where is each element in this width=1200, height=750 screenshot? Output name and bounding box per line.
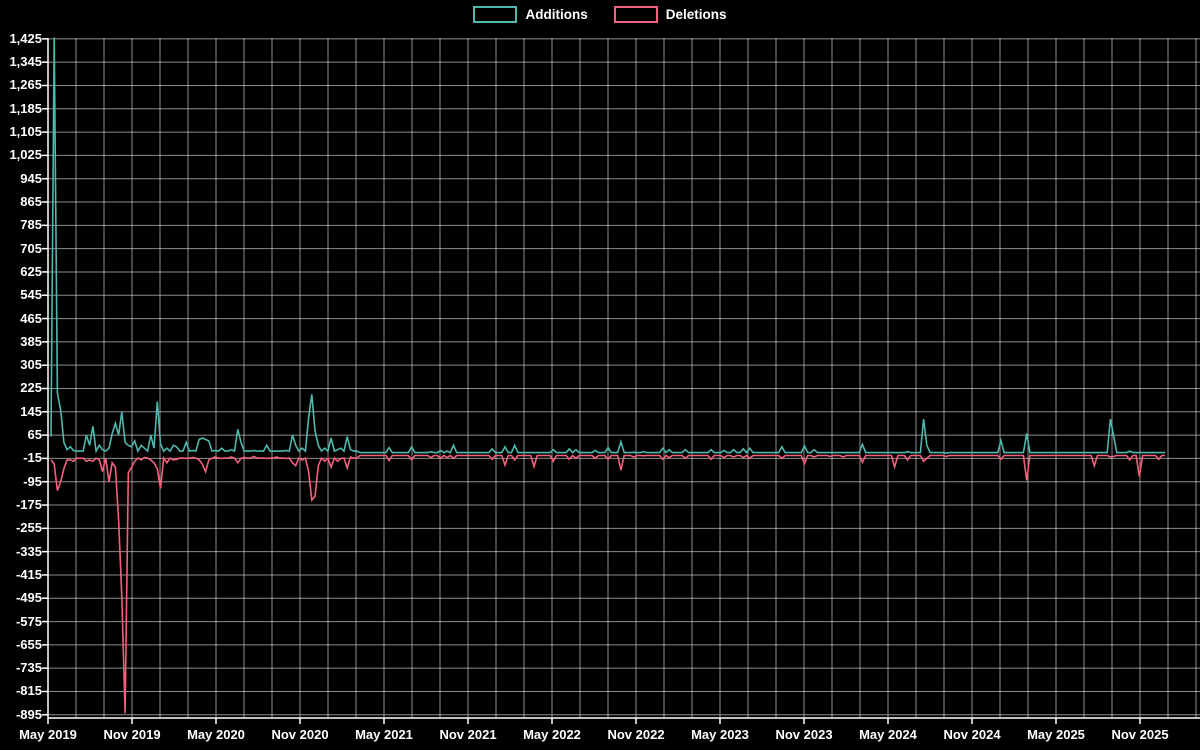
x-tick-label: May 2019 (19, 727, 77, 742)
y-tick-label: 625 (20, 263, 42, 279)
y-tick-label: 465 (20, 310, 42, 326)
y-tick-label: -95 (23, 473, 42, 489)
y-tick-label: 1,025 (9, 147, 42, 163)
y-tick-label: 785 (20, 217, 42, 233)
x-tick-label: Nov 2023 (775, 727, 833, 742)
x-tick-label: Nov 2024 (943, 727, 1001, 742)
y-tick-label: 65 (27, 427, 42, 443)
y-tick-label: 1,345 (9, 54, 42, 70)
x-tick-label: May 2024 (859, 727, 917, 742)
y-tick-label: -15 (23, 450, 42, 466)
y-tick-label: 1,105 (9, 124, 42, 140)
y-tick-label: 545 (20, 287, 42, 303)
y-tick-label: -895 (15, 706, 42, 722)
x-tick-label: Nov 2020 (271, 727, 329, 742)
deletions-line (50, 454, 1166, 714)
y-tick-label: 385 (20, 333, 42, 349)
x-tick-label: Nov 2019 (103, 727, 161, 742)
y-tick-label: 145 (20, 403, 42, 419)
legend-item-deletions[interactable]: Deletions (613, 6, 727, 23)
y-tick-label: -175 (15, 497, 42, 513)
y-tick-label: 865 (20, 194, 42, 210)
y-tick-label: -575 (15, 613, 42, 629)
y-tick-label: 305 (20, 357, 42, 373)
y-tick-label: 225 (20, 380, 42, 396)
x-tick-label: May 2021 (355, 727, 413, 742)
y-tick-label: 1,185 (9, 100, 42, 116)
y-tick-label: -415 (15, 566, 42, 582)
additions-line (50, 37, 1166, 455)
y-tick-label: 1,425 (9, 30, 42, 46)
x-tick-label: Nov 2025 (1111, 727, 1169, 742)
y-tick-label: -255 (15, 520, 42, 536)
y-tick-label: 1,265 (9, 77, 42, 93)
y-tick-label: -495 (15, 590, 42, 606)
x-tick-label: Nov 2021 (439, 727, 497, 742)
x-tick-label: May 2023 (691, 727, 749, 742)
chart-legend: Additions Deletions (0, 6, 1200, 23)
y-tick-label: -335 (15, 543, 42, 559)
x-tick-label: May 2022 (523, 727, 581, 742)
y-tick-label: 945 (20, 170, 42, 186)
deletions-legend-label: Deletions (665, 7, 727, 22)
y-tick-label: 705 (20, 240, 42, 256)
x-tick-label: May 2025 (1027, 727, 1085, 742)
additions-swatch-icon (473, 6, 518, 23)
y-tick-label: -655 (15, 636, 42, 652)
y-tick-label: -815 (15, 683, 42, 699)
additions-legend-label: Additions (525, 7, 588, 22)
deletions-swatch-icon (613, 6, 658, 23)
legend-item-additions[interactable]: Additions (473, 6, 588, 23)
y-tick-label: -735 (15, 660, 42, 676)
x-tick-label: Nov 2022 (607, 727, 665, 742)
x-tick-label: May 2020 (187, 727, 245, 742)
